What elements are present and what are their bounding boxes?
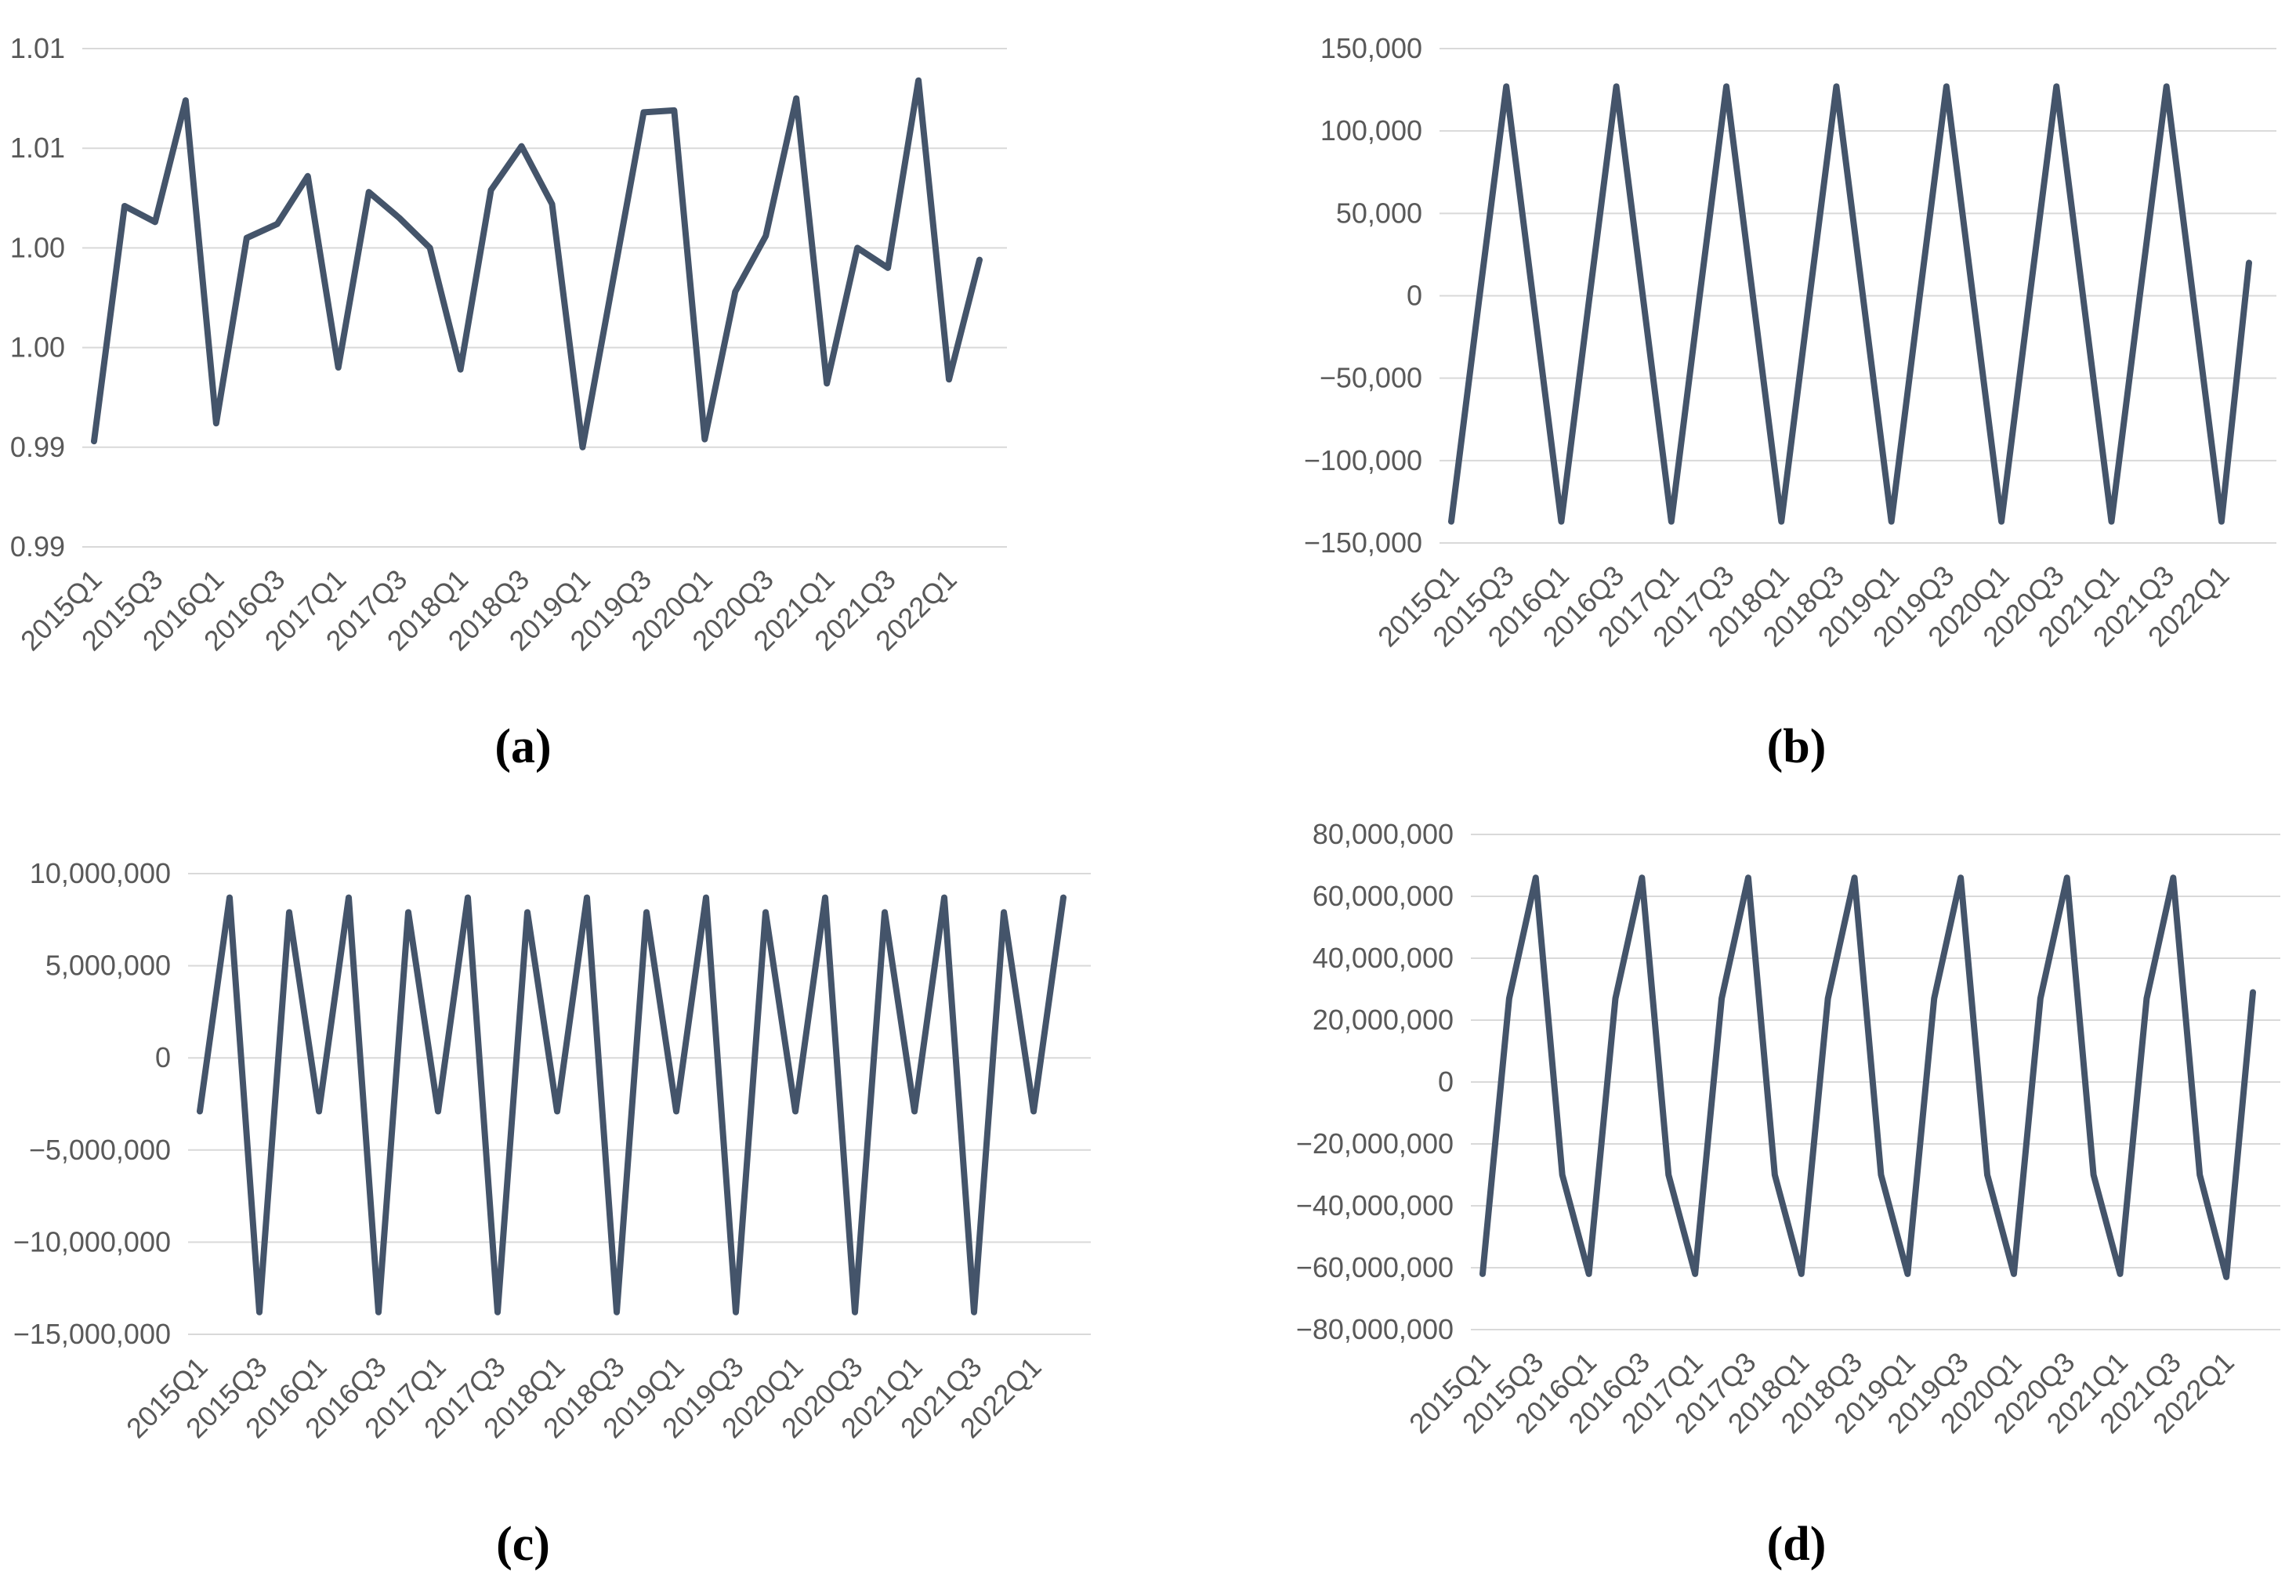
y-tick-label: 0 bbox=[155, 1041, 171, 1073]
y-tick-label: −5,000,000 bbox=[29, 1134, 171, 1166]
y-tick-label: 60,000,000 bbox=[1313, 880, 1454, 912]
chart-d-caption-label: (d) bbox=[1766, 1518, 1827, 1571]
series-line bbox=[91, 77, 983, 451]
chart-panel-b: 150,000 100,000 50,000 0 −50,000 −100,000 −150… bbox=[1148, 0, 2296, 798]
chart-panel-d: 80,000,000 60,000,000 40,000,000 20,000,000… bbox=[1148, 798, 2296, 1596]
y-tick-label: 0 bbox=[1407, 280, 1422, 312]
y-tick-label: 50,000 bbox=[1336, 197, 1422, 229]
y-tick-label: 0.99 bbox=[10, 431, 65, 463]
y-tick-label: 1.01 bbox=[10, 32, 65, 64]
y-tick-label: −60,000,000 bbox=[1296, 1251, 1454, 1283]
y-tick-label: 5,000,000 bbox=[45, 950, 171, 982]
chart-b-caption: (b) bbox=[1222, 696, 2296, 798]
y-tick-label: −100,000 bbox=[1304, 444, 1422, 476]
chart-panel-c: 10,000,000 5,000,000 0 −5,000,000 −10,000,00… bbox=[0, 798, 1148, 1596]
y-tick-label: 150,000 bbox=[1320, 32, 1422, 64]
y-tick-label: 10,000,000 bbox=[30, 857, 171, 889]
y-tick-label: 20,000,000 bbox=[1313, 1004, 1454, 1036]
y-tick-label: −40,000,000 bbox=[1296, 1189, 1454, 1221]
y-tick-label: 1.01 bbox=[10, 132, 65, 164]
series-line bbox=[197, 894, 1067, 1316]
y-tick-label: −50,000 bbox=[1320, 362, 1422, 394]
chart-b-canvas: 150,000 100,000 50,000 0 −50,000 −100,000 −150… bbox=[1304, 32, 2276, 653]
chart-b-caption-label: (b) bbox=[1766, 719, 1827, 773]
chart-c-caption-label: (c) bbox=[496, 1518, 550, 1571]
chart-c-canvas: 10,000,000 5,000,000 0 −5,000,000 −10,000,00… bbox=[13, 857, 1091, 1444]
y-tick-label: −10,000,000 bbox=[13, 1225, 171, 1258]
chart-d-canvas: 80,000,000 60,000,000 40,000,000 20,000,000… bbox=[1296, 818, 2280, 1439]
chart-d-caption: (d) bbox=[1222, 1493, 2296, 1596]
y-tick-label: 0.99 bbox=[10, 530, 65, 563]
y-tick-label: −150,000 bbox=[1304, 527, 1422, 559]
chart-panel-a: 1.01 1.01 1.00 1.00 0.99 0.99 2015Q1 2015Q3 2016… bbox=[0, 0, 1148, 798]
chart-a-canvas: 1.011.011.001.000.990.992015Q12015Q32016… bbox=[10, 32, 1007, 657]
chart-c-caption: (c) bbox=[0, 1493, 1097, 1596]
y-tick-label: 100,000 bbox=[1320, 114, 1422, 147]
y-tick-label: 40,000,000 bbox=[1313, 942, 1454, 974]
series-line bbox=[1479, 874, 2256, 1280]
chart-a-caption: (a) bbox=[0, 696, 1097, 798]
series-line bbox=[1448, 83, 2252, 525]
y-tick-label: 1.00 bbox=[10, 231, 65, 263]
chart-a-caption-label: (a) bbox=[494, 719, 552, 773]
y-tick-label: −20,000,000 bbox=[1296, 1127, 1454, 1160]
y-tick-label: 80,000,000 bbox=[1313, 818, 1454, 850]
y-tick-label: 1.00 bbox=[10, 331, 65, 364]
y-tick-label: 0 bbox=[1438, 1066, 1454, 1098]
y-tick-label: −80,000,000 bbox=[1296, 1313, 1454, 1345]
y-tick-label: −15,000,000 bbox=[13, 1318, 171, 1350]
